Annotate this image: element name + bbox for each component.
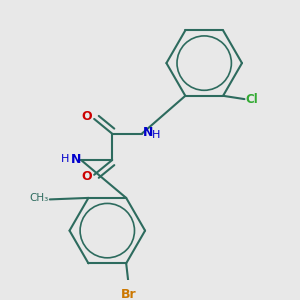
Text: N: N: [143, 126, 153, 139]
Text: N: N: [71, 152, 82, 166]
Text: Cl: Cl: [246, 93, 259, 106]
Text: O: O: [81, 170, 92, 183]
Text: CH₃: CH₃: [29, 193, 49, 203]
Text: O: O: [81, 110, 92, 124]
Text: H: H: [152, 130, 161, 140]
Text: Br: Br: [121, 288, 136, 300]
Text: H: H: [61, 154, 70, 164]
